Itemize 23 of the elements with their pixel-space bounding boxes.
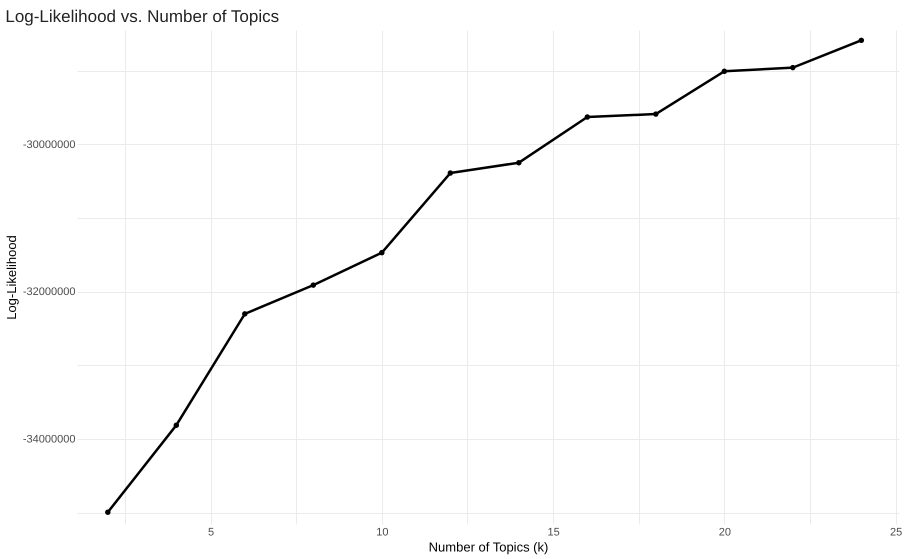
point (242, 311, 248, 317)
point (310, 282, 316, 288)
x-axis-title: Number of Topics (k) (428, 540, 548, 554)
x-tick-label: 5 (208, 526, 214, 538)
point (174, 422, 180, 428)
x-tick-label: 15 (547, 526, 560, 538)
point (379, 250, 385, 256)
y-tick-label: -30000000 (22, 138, 76, 151)
y-tick-label: -34000000 (22, 434, 76, 446)
point (105, 509, 111, 515)
point (653, 111, 659, 117)
x-tick-label: 20 (718, 526, 731, 538)
point (516, 160, 522, 166)
chart-title: Log-Likelihood vs. Number of Topics (5, 7, 280, 26)
point (448, 170, 454, 176)
x-tick-label: 10 (376, 526, 388, 538)
y-tick-label: -32000000 (22, 286, 76, 298)
point (858, 38, 864, 44)
point (584, 114, 590, 120)
x-tick-label: 25 (890, 526, 902, 538)
point (722, 68, 728, 74)
point (790, 64, 796, 70)
y-axis-title: Log-Likelihood (4, 235, 19, 320)
